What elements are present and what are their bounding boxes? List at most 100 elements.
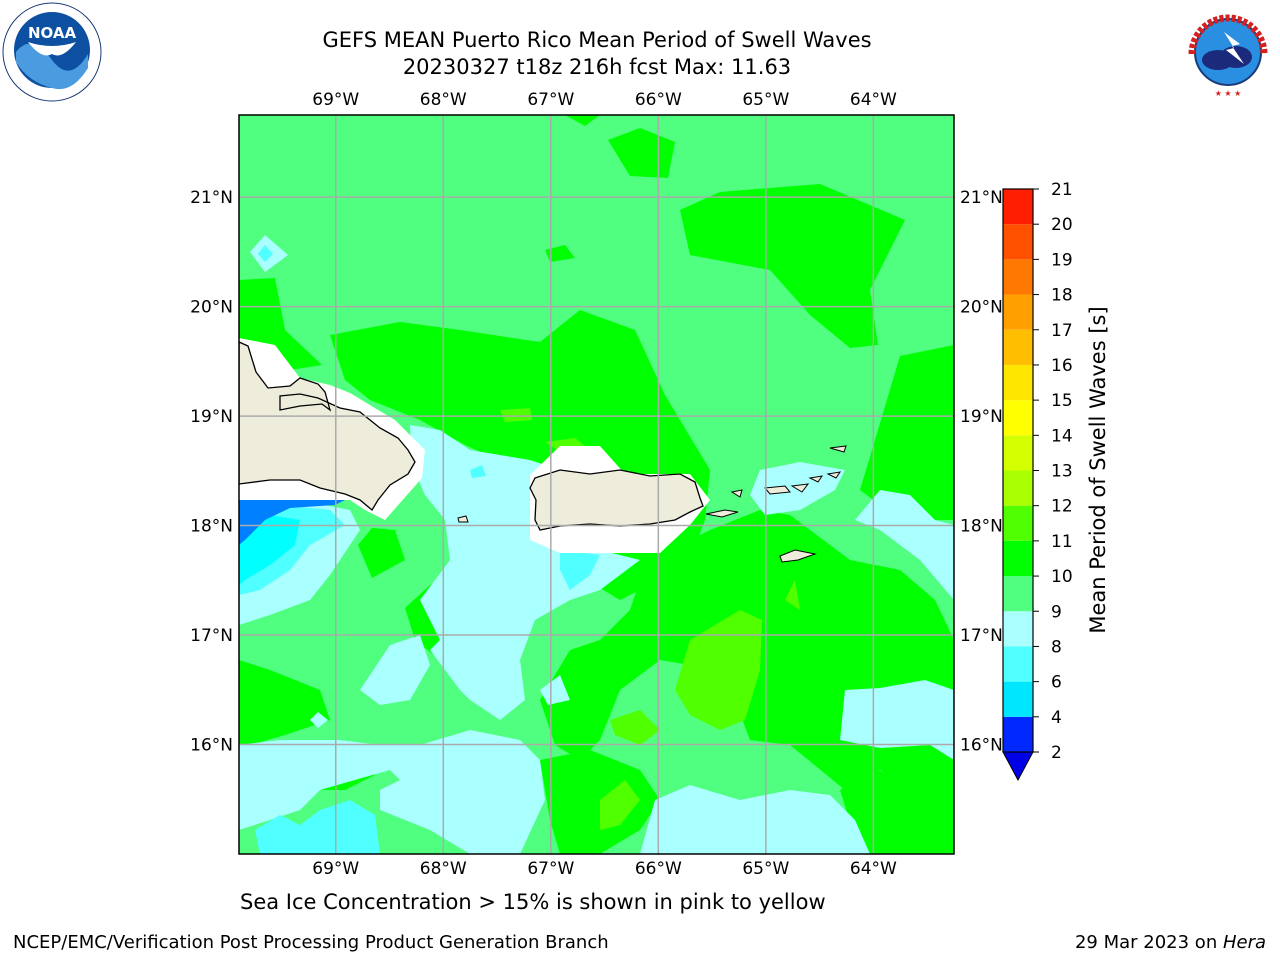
colorbar-swatch bbox=[1003, 646, 1033, 682]
contour-10-11-region bbox=[840, 770, 954, 854]
colorbar-tick-label: 21 bbox=[1051, 180, 1073, 200]
lon-tick-label-bottom: 68°W bbox=[420, 859, 467, 879]
lat-tick-label-left: 16°N bbox=[190, 736, 233, 756]
colorbar-swatch bbox=[1003, 224, 1033, 260]
contour-11-12-region bbox=[610, 710, 660, 745]
contour-8-9-region bbox=[410, 425, 640, 720]
lon-tick-label-bottom: 69°W bbox=[312, 859, 359, 879]
colorbar-tick-label: 6 bbox=[1051, 673, 1062, 693]
colorbar-swatch bbox=[1003, 189, 1033, 225]
colorbar-tick-label: 10 bbox=[1051, 567, 1073, 587]
contour-6-8-region bbox=[560, 550, 600, 590]
contour-11-12-region bbox=[500, 408, 532, 422]
lon-tick-label-top: 64°W bbox=[850, 90, 897, 110]
colorbar-tick-label: 14 bbox=[1051, 426, 1073, 446]
vieques-island bbox=[705, 509, 739, 518]
hispaniola-land bbox=[239, 341, 416, 511]
lat-tick-label-right: 17°N bbox=[960, 626, 1003, 646]
lon-tick-label-bottom: 64°W bbox=[850, 859, 897, 879]
colorbar-tick-label: 19 bbox=[1051, 250, 1073, 270]
footer-date: 29 Mar 2023 on Hera bbox=[1075, 932, 1266, 953]
colorbar-swatch bbox=[1003, 505, 1033, 541]
colorbar-swatch bbox=[1003, 716, 1033, 752]
contour-8-9-region bbox=[310, 712, 328, 728]
contour-11-12-region bbox=[785, 580, 800, 610]
colorbar-tick-label: 15 bbox=[1051, 391, 1073, 411]
colorbar-swatch bbox=[1003, 400, 1033, 436]
lat-tick-label-right: 20°N bbox=[960, 298, 1003, 318]
contour-10-11-region bbox=[358, 528, 405, 578]
contour-8-9-region bbox=[239, 730, 545, 854]
contour-4-6-region bbox=[239, 515, 300, 585]
contour-8-9-region bbox=[640, 785, 870, 854]
lon-tick-label-bottom: 65°W bbox=[742, 859, 789, 879]
colorbar-tick-label: 4 bbox=[1051, 708, 1062, 728]
svg-text:★ ★ ★: ★ ★ ★ bbox=[1215, 89, 1242, 98]
colorbar-swatch bbox=[1003, 611, 1033, 647]
sea-ice-footnote: Sea Ice Concentration > 15% is shown in … bbox=[240, 890, 826, 914]
contour-8-9-region bbox=[840, 680, 954, 760]
lon-tick-label-top: 66°W bbox=[635, 90, 682, 110]
lon-tick-label-top: 68°W bbox=[420, 90, 467, 110]
colorbar-tick-label: 8 bbox=[1051, 637, 1062, 657]
contour-10-11-region bbox=[565, 115, 600, 126]
colorbar-swatch bbox=[1003, 294, 1033, 330]
st-croix-island bbox=[779, 549, 817, 563]
contour-10-11-region bbox=[545, 245, 575, 262]
colorbar-tick-label: 16 bbox=[1051, 356, 1073, 376]
lat-tick-label-left: 18°N bbox=[190, 517, 233, 537]
contour-11-12-region bbox=[600, 780, 640, 830]
contour-10-11-region bbox=[239, 660, 330, 750]
colorbar-swatch bbox=[1003, 259, 1033, 295]
lon-tick-label-bottom: 66°W bbox=[635, 859, 682, 879]
footer-host: Hera bbox=[1222, 932, 1266, 953]
colorbar-tick-label: 11 bbox=[1051, 532, 1073, 552]
puerto-rico-land bbox=[529, 469, 704, 531]
colorbar-swatch bbox=[1003, 329, 1033, 365]
colorbar-tick-label: 9 bbox=[1051, 602, 1062, 622]
colorbar-swatch bbox=[1003, 576, 1033, 612]
contour-6-8-region bbox=[470, 465, 486, 478]
noaa-logo-icon: NOAA bbox=[2, 2, 102, 102]
colorbar-swatch bbox=[1003, 540, 1033, 577]
colorbar: 21 20 19 18 17 16 15 14 13 12 11 10 9 8 6 4 2 bbox=[1002, 180, 1073, 782]
map-frame bbox=[238, 114, 955, 855]
map-subtitle: 20230327 t18z 216h fcst Max: 11.63 bbox=[402, 55, 792, 79]
colorbar-swatch bbox=[1003, 435, 1033, 471]
culebra-island bbox=[730, 489, 743, 498]
colorbar-tick-label: 13 bbox=[1051, 462, 1073, 482]
lat-tick-label-right: 18°N bbox=[960, 517, 1003, 537]
contour-11-12-region bbox=[675, 610, 762, 730]
footer-credit: NCEP/EMC/Verification Post Processing Pr… bbox=[13, 932, 609, 953]
svg-text:NOAA: NOAA bbox=[28, 24, 77, 42]
contour-2-4-region bbox=[239, 500, 345, 545]
footer-date-text: 29 Mar 2023 on bbox=[1074, 932, 1223, 953]
colorbar-swatch bbox=[1003, 470, 1033, 506]
lat-tick-label-left: 21°N bbox=[190, 188, 233, 208]
lat-tick-label-left: 20°N bbox=[190, 298, 233, 318]
contour-8-9-region bbox=[855, 490, 954, 600]
lat-tick-label-right: 21°N bbox=[960, 188, 1003, 208]
lat-tick-label-left: 19°N bbox=[190, 407, 233, 427]
mona-island bbox=[457, 515, 469, 523]
map-title: GEFS MEAN Puerto Rico Mean Period of Swe… bbox=[322, 28, 872, 52]
swell-period-field bbox=[239, 115, 954, 854]
lon-tick-label-top: 67°W bbox=[527, 90, 574, 110]
lon-tick-label-bottom: 67°W bbox=[527, 859, 574, 879]
colorbar-label: Mean Period of Swell Waves [s] bbox=[1086, 306, 1110, 634]
contour-8-9-region bbox=[540, 675, 570, 705]
lat-tick-label-right: 16°N bbox=[960, 736, 1003, 756]
colorbar-tick-label: 20 bbox=[1051, 215, 1073, 235]
lat-tick-label-right: 19°N bbox=[960, 407, 1003, 427]
nws-logo-icon: ★ ★ ★ bbox=[1179, 3, 1277, 101]
colorbar-tick-label: 17 bbox=[1051, 321, 1073, 341]
lon-tick-label-top: 69°W bbox=[312, 90, 359, 110]
colorbar-swatch bbox=[1003, 364, 1033, 401]
colorbar-tick-label: 12 bbox=[1051, 497, 1073, 517]
contour-6-8-region bbox=[255, 800, 380, 854]
colorbar-tick-label: 18 bbox=[1051, 286, 1073, 306]
map-gridlines bbox=[239, 115, 954, 854]
colorbar-under-arrow bbox=[1002, 751, 1034, 782]
lat-tick-label-left: 17°N bbox=[190, 626, 233, 646]
contour-6-8-region bbox=[258, 245, 273, 262]
